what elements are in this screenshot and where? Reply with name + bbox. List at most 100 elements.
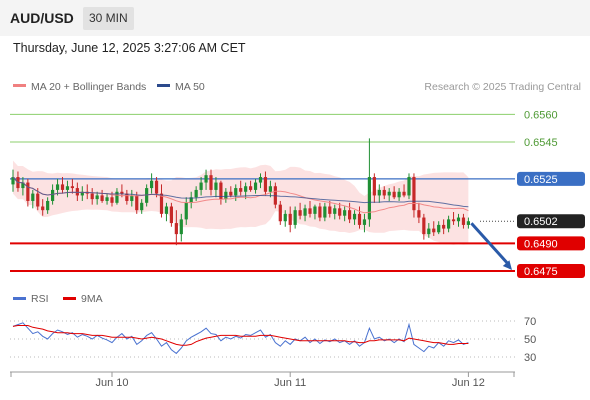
candle-body — [343, 210, 347, 216]
candle-body — [159, 193, 164, 214]
candle-body — [179, 219, 183, 235]
ma50-line — [12, 176, 469, 208]
candle-body — [456, 217, 461, 222]
x-tick-label: Jun 10 — [95, 377, 128, 389]
candle-body — [308, 208, 312, 214]
candle-body — [189, 197, 193, 203]
x-tick-label: Jun 12 — [452, 377, 485, 389]
candle-body — [70, 186, 74, 189]
candle-body — [352, 213, 357, 220]
candle-body — [328, 206, 332, 214]
candle-body — [293, 210, 297, 225]
candle-body — [303, 208, 307, 216]
candle-body — [263, 177, 268, 192]
candle-body — [442, 224, 446, 229]
candle-body — [392, 191, 396, 198]
candle-body — [234, 188, 238, 196]
candle-body — [298, 210, 302, 216]
level-tag-0.6475 — [517, 263, 585, 278]
candle-body — [387, 191, 391, 196]
candle-body — [11, 177, 15, 185]
candle-body — [372, 177, 376, 196]
candle-body — [130, 195, 134, 201]
candle-body — [244, 186, 248, 192]
chart-header: AUD/USD 30 MIN — [0, 0, 590, 36]
rsi-legend-swatch-0 — [13, 297, 26, 300]
candle-body — [209, 175, 213, 190]
candle-body — [362, 219, 367, 225]
candle-body — [150, 180, 154, 189]
candle-body — [278, 204, 282, 222]
candle-body — [115, 191, 119, 203]
candle-body — [402, 191, 406, 196]
candle-body — [417, 210, 421, 218]
candle-body — [437, 224, 441, 233]
candle-body — [26, 182, 30, 201]
candle-body — [323, 206, 327, 218]
x-tick-label: Jun 11 — [274, 377, 306, 389]
candle-body — [154, 180, 159, 194]
candle-body — [407, 177, 411, 196]
rsi-legend-label-1: 9MA — [81, 293, 103, 305]
candle-body — [110, 197, 114, 203]
candle-body — [432, 228, 436, 233]
candle-body — [135, 195, 139, 211]
candle-body — [41, 206, 45, 211]
candle-body — [90, 193, 94, 200]
level-label-5: 0.6475 — [524, 266, 558, 278]
level-tag-0.6525 — [517, 171, 585, 186]
candle-body — [100, 195, 104, 201]
candle-body — [184, 202, 188, 220]
candle-body — [288, 213, 292, 225]
bollinger-band — [13, 160, 469, 245]
candle-body — [31, 193, 35, 201]
candle-body — [60, 184, 65, 190]
candle-body — [105, 197, 109, 201]
candle-body — [283, 213, 287, 222]
rsi-legend-swatch-1 — [63, 297, 76, 300]
candle-body — [412, 177, 416, 211]
candle-body — [194, 189, 198, 198]
candle-body — [145, 188, 149, 203]
rsi-tick-70: 70 — [524, 316, 536, 328]
candle-body — [125, 193, 129, 201]
forecast-arrowhead — [502, 260, 512, 270]
candle-body — [461, 217, 466, 225]
candle-body — [65, 186, 70, 190]
candle-body — [258, 177, 263, 183]
candle-body — [318, 206, 322, 218]
rsi-tick-50: 50 — [524, 334, 536, 346]
candle-body — [253, 182, 258, 190]
level-label-4: 0.6490 — [524, 238, 558, 250]
candle-body — [204, 175, 208, 183]
candle-body — [55, 184, 60, 190]
candle-body — [268, 186, 272, 192]
candle-body — [348, 210, 352, 220]
candle-body — [357, 213, 362, 225]
rsi-ma-line — [12, 325, 469, 346]
candle-body — [36, 193, 40, 207]
candle-body — [338, 208, 342, 216]
credit-text: Research © 2025 Trading Central — [424, 81, 581, 93]
rsi-tick-30: 30 — [524, 352, 536, 364]
legend-swatch-1 — [157, 84, 170, 87]
candle-body — [164, 206, 169, 214]
level-label-2: 0.6525 — [524, 174, 558, 186]
candle-body — [229, 191, 233, 196]
symbol-title: AUD/USD — [10, 10, 74, 26]
candle-body — [219, 182, 223, 200]
level-tag-0.6502 — [517, 214, 585, 229]
level-tag-0.6490 — [517, 236, 585, 251]
candle-body — [169, 206, 173, 224]
candle-body — [51, 189, 55, 201]
timeframe-badge[interactable]: 30 MIN — [83, 7, 134, 30]
candle-body — [466, 221, 470, 225]
candle-body — [21, 182, 25, 189]
rsi-line — [12, 322, 469, 355]
candle-body — [75, 188, 79, 196]
candle-body — [174, 223, 178, 235]
candle-body — [140, 202, 144, 211]
level-label-0: 0.6560 — [524, 109, 558, 121]
legend-label-1: MA 50 — [175, 81, 205, 93]
